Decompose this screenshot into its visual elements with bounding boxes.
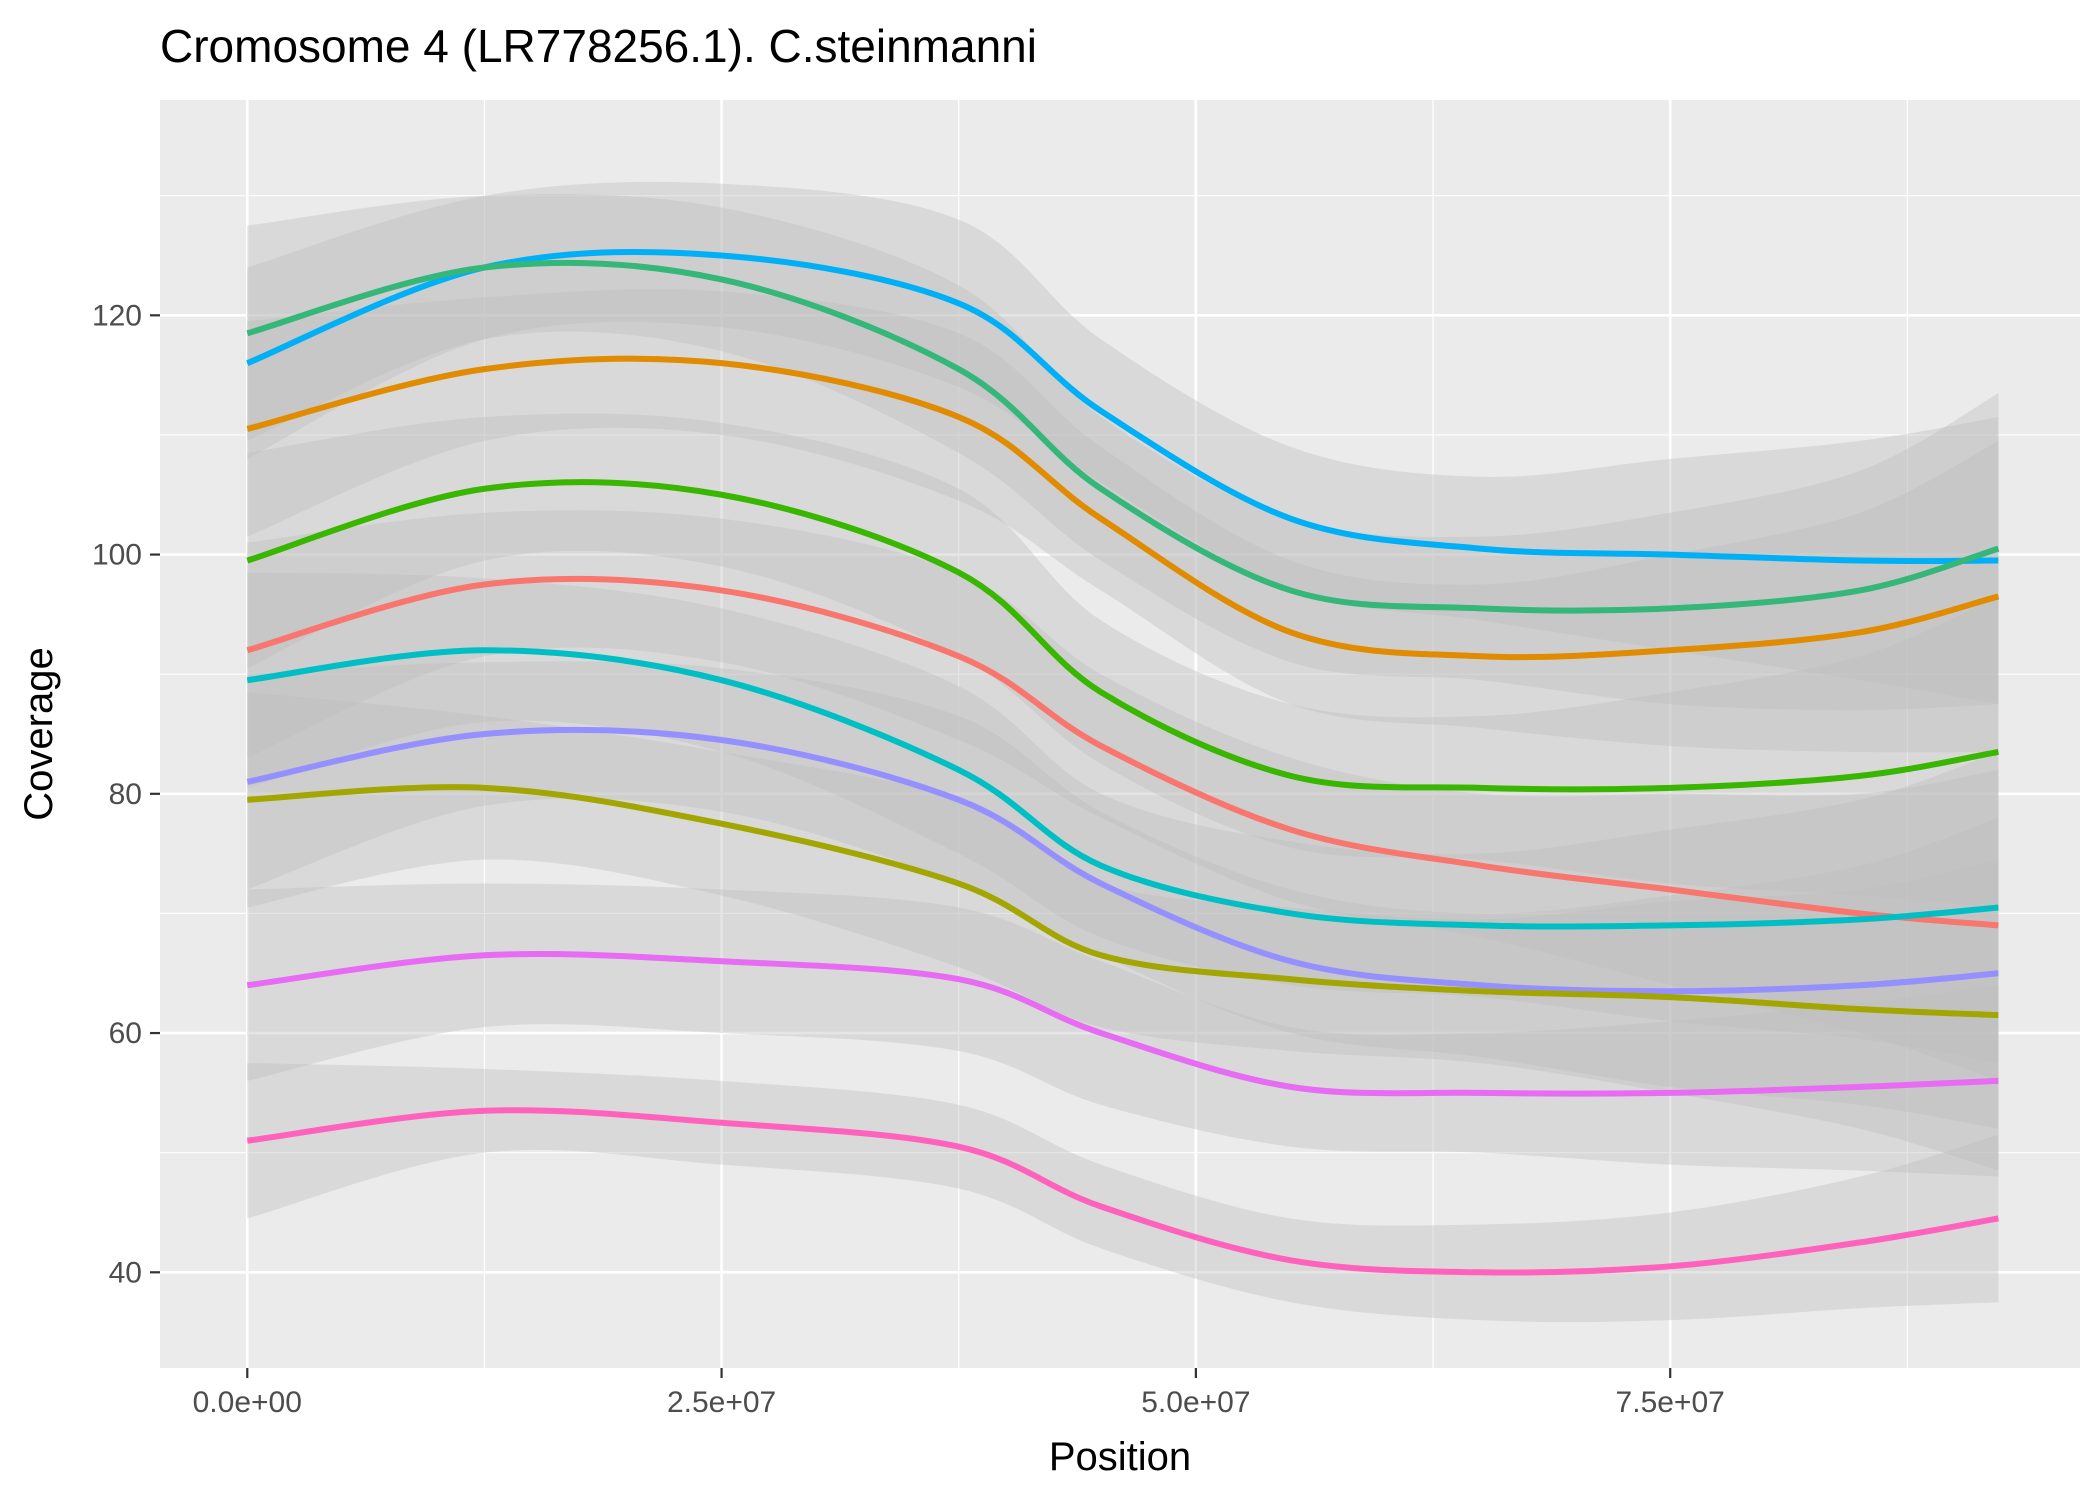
confidence-band-8 bbox=[247, 692, 1999, 1171]
confidence-band-10 bbox=[247, 1062, 1999, 1323]
series-line-2 bbox=[246, 259, 2000, 614]
y-axis-title: Coverage bbox=[17, 647, 61, 820]
series-line-3 bbox=[246, 355, 2000, 661]
y-tick-label: 120 bbox=[92, 299, 142, 332]
confidence-band-5 bbox=[247, 510, 1999, 1081]
confidence-band-4 bbox=[247, 413, 1999, 908]
series-line-9 bbox=[246, 950, 1999, 1097]
confidence-band-3 bbox=[247, 289, 1999, 753]
chart-title: Cromosome 4 (LR778256.1). C.steinmanni bbox=[160, 20, 1037, 72]
y-tick-label: 40 bbox=[109, 1256, 142, 1289]
x-axis: 0.0e+00 2.5e+07 5.0e+07 7.5e+07 bbox=[193, 1368, 1725, 1419]
confidence-band-2 bbox=[247, 194, 1999, 711]
major-gridlines bbox=[160, 100, 2080, 1368]
series-line-7 bbox=[246, 726, 1999, 995]
series-line-1 bbox=[246, 248, 1999, 564]
y-tick-label: 100 bbox=[92, 539, 142, 572]
x-axis-title: Position bbox=[1049, 1435, 1191, 1479]
y-tick-label: 80 bbox=[109, 778, 142, 811]
y-axis: 40 60 80 100 120 bbox=[92, 299, 160, 1289]
y-tick-label: 60 bbox=[109, 1017, 142, 1050]
confidence-bands bbox=[247, 181, 1999, 1323]
confidence-band-6 bbox=[247, 572, 1999, 1063]
series-line-5 bbox=[246, 575, 1999, 929]
x-tick-label: 0.0e+00 bbox=[193, 1386, 302, 1419]
x-tick-label: 5.0e+07 bbox=[1141, 1386, 1250, 1419]
series-line-6 bbox=[246, 647, 1999, 930]
series-lines bbox=[246, 248, 2000, 1276]
minor-gridlines bbox=[160, 100, 2080, 1368]
x-tick-label: 7.5e+07 bbox=[1616, 1386, 1725, 1419]
series-line-8 bbox=[247, 784, 1999, 1019]
confidence-band-1 bbox=[247, 181, 1999, 705]
series-line-4 bbox=[246, 479, 1999, 793]
x-tick-label: 2.5e+07 bbox=[667, 1386, 776, 1419]
series-line-10 bbox=[246, 1107, 1999, 1276]
